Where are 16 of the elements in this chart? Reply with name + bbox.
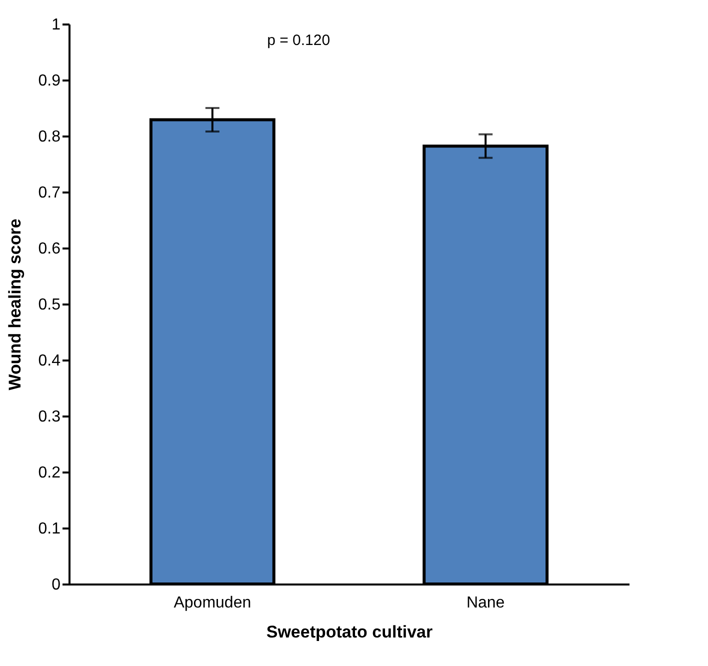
y-tick-label: 0.9 xyxy=(38,72,61,90)
y-tick-label: 0.2 xyxy=(38,464,61,482)
x-axis-title: Sweetpotato cultivar xyxy=(266,622,434,642)
annotation: p = 0.120 xyxy=(267,32,330,49)
y-tick-label: 1 xyxy=(52,16,61,34)
x-tick-label: Apomuden xyxy=(174,594,252,612)
y-tick-label: 0.6 xyxy=(38,240,61,258)
y-tick-label: 0 xyxy=(52,576,61,594)
y-tick-label: 0.8 xyxy=(38,128,61,146)
y-tick-label: 0.1 xyxy=(38,520,61,538)
y-tick-label: 0.7 xyxy=(38,184,61,202)
y-tick-label: 0.4 xyxy=(38,352,61,370)
y-tick-label: 0.5 xyxy=(38,296,61,314)
x-tick-label: Nane xyxy=(466,594,505,612)
y-tick-label: 0.3 xyxy=(38,408,61,426)
y-axis-title: Wound healing score xyxy=(5,218,24,390)
